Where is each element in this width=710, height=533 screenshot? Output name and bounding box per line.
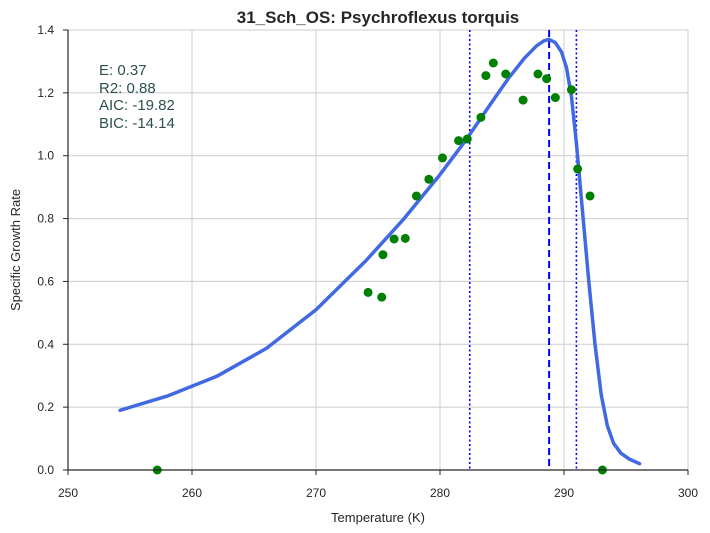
fit-statistics: E: 0.37 R2: 0.88 AIC: -19.82 BIC: -14.14 [99,62,175,132]
fit-curve-layer [118,37,642,466]
data-points [152,58,607,475]
x-tick-label-1: 260 [182,486,202,500]
x-tick-label-4: 290 [554,486,574,500]
stat-r2: R2: 0.88 [99,80,156,97]
data-point-7 [424,174,434,184]
x-tick-label-3: 280 [430,486,450,500]
data-point-4 [389,234,399,244]
y-tick-label-4: 0.8 [37,212,54,226]
data-point-3 [378,250,388,260]
data-point-14 [501,69,511,79]
y-tick-label-7: 1.4 [37,23,54,37]
stat-e: E: 0.37 [99,62,147,79]
y-tick-label-1: 0.2 [37,400,54,414]
data-point-13 [488,58,498,68]
data-point-9 [454,136,464,146]
y-axis-label: Specific Growth Rate [8,189,23,311]
x-tick-label-5: 300 [678,486,698,500]
fit-curve [118,37,642,466]
data-point-15 [518,95,528,105]
data-point-21 [585,191,595,201]
reference-lines [468,30,578,470]
data-point-20 [573,164,583,174]
stat-bic: BIC: -14.14 [99,115,175,132]
data-point-1 [363,287,373,297]
data-point-17 [542,74,552,84]
data-point-8 [437,153,447,163]
x-tick-label-2: 270 [306,486,326,500]
y-tick-label-0: 0.0 [37,463,54,477]
stat-aic: AIC: -19.82 [99,97,175,114]
data-point-5 [400,233,410,243]
data-point-18 [550,93,560,103]
y-tick-label-6: 1.2 [37,86,54,100]
data-point-6 [411,191,421,201]
data-point-16 [533,69,543,79]
chart-title: 31_Sch_OS: Psychroflexus torquis [237,8,520,27]
y-tick-label-2: 0.4 [37,337,54,351]
x-tick-label-0: 250 [58,486,78,500]
data-point-12 [481,71,491,81]
data-point-19 [566,85,576,95]
axes [63,29,689,475]
x-axis-label: Temperature (K) [331,510,425,525]
tick-labels: 250 260 270 280 290 300 0.0 0.2 0.4 0.6 0.8 1.0 1.2 1… [37,23,698,500]
y-tick-label-5: 1.0 [37,149,54,163]
data-point-10 [462,134,472,144]
data-point-2 [377,292,387,302]
y-tick-label-3: 0.6 [37,274,54,288]
data-point-11 [476,112,486,122]
